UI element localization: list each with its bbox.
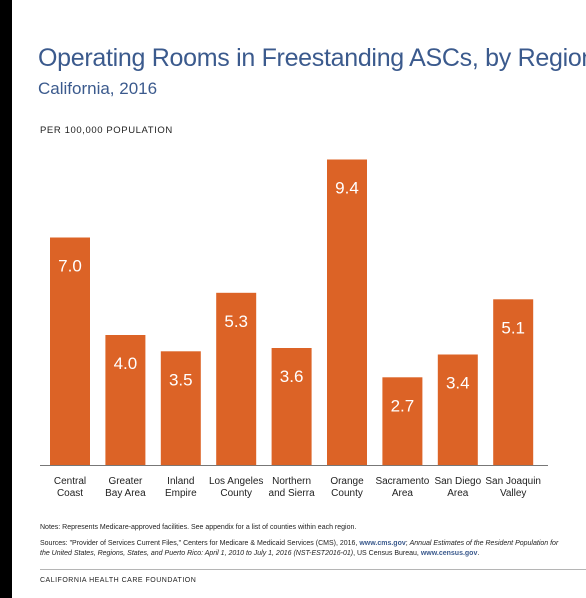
bar-0 bbox=[50, 237, 90, 465]
census-link[interactable]: www.census.gov bbox=[420, 550, 478, 557]
x-tick-label-6-line-1: Area bbox=[392, 488, 414, 499]
x-tick-label-1-line-1: Bay Area bbox=[105, 488, 146, 499]
y-axis-label: PER 100,000 POPULATION bbox=[40, 125, 173, 136]
x-tick-label-1-line-0: Greater bbox=[108, 476, 143, 487]
sources-italic-title: Annual Estimates of the Resident Populat… bbox=[40, 540, 559, 557]
bar-value-label-4: 3.6 bbox=[280, 367, 304, 386]
x-tick-label-8-line-1: Valley bbox=[500, 488, 527, 499]
bar-1 bbox=[105, 335, 146, 465]
x-tick-label-5-line-0: Orange bbox=[330, 476, 364, 487]
footer-text: CALIFORNIA HEALTH CARE FOUNDATION bbox=[40, 577, 197, 584]
x-tick-label-4-line-0: Northern bbox=[272, 476, 311, 487]
bar-8 bbox=[493, 299, 534, 466]
x-tick-label-2-line-0: Inland bbox=[167, 476, 194, 487]
notes-text: Notes: Represents Medicare-approved faci… bbox=[40, 524, 357, 531]
bar-value-label-7: 3.4 bbox=[446, 374, 470, 393]
bar-value-label-5: 9.4 bbox=[335, 179, 359, 198]
bar-value-label-3: 5.3 bbox=[224, 312, 248, 331]
sources-text-1: Sources: "Provider of Services Current F… bbox=[40, 540, 360, 547]
sources-text-2: ; bbox=[405, 540, 410, 547]
cms-link[interactable]: www.cms.gov bbox=[359, 540, 406, 547]
x-tick-label-4-line-1: and Sierra bbox=[269, 488, 316, 499]
x-tick-label-3-line-1: County bbox=[220, 488, 252, 499]
x-tick-label-2-line-1: Empire bbox=[165, 488, 197, 499]
x-tick-label-5-line-1: County bbox=[331, 488, 363, 499]
x-tick-label-7-line-1: Area bbox=[447, 488, 469, 499]
bar-3 bbox=[216, 292, 257, 466]
chart-subtitle: California, 2016 bbox=[38, 79, 158, 98]
bar-2 bbox=[160, 351, 201, 466]
bar-7 bbox=[437, 354, 478, 465]
x-tick-label-3-line-0: Los Angeles bbox=[209, 476, 264, 487]
left-border bbox=[0, 0, 12, 598]
bar-value-label-1: 4.0 bbox=[114, 354, 138, 373]
x-tick-label-0-line-0: Central bbox=[54, 476, 86, 487]
bar-value-label-2: 3.5 bbox=[169, 370, 193, 389]
x-tick-label-8-line-0: San Joaquin bbox=[485, 476, 541, 487]
bar-value-label-8: 5.1 bbox=[501, 318, 525, 337]
sources-text-3: , US Census Bureau, bbox=[353, 550, 421, 557]
bar-value-label-0: 7.0 bbox=[58, 257, 82, 276]
x-tick-label-0-line-1: Coast bbox=[57, 488, 83, 499]
chart-title: Operating Rooms in Freestanding ASCs, by… bbox=[38, 44, 586, 72]
sources-text: Sources: "Provider of Services Current F… bbox=[40, 539, 560, 559]
sources-text-4: . bbox=[477, 550, 480, 557]
x-tick-label-6-line-0: Sacramento bbox=[375, 476, 429, 487]
x-tick-label-7-line-0: San Diego bbox=[434, 476, 481, 487]
bar-value-label-6: 2.7 bbox=[391, 396, 415, 415]
footer-divider bbox=[40, 569, 586, 570]
bar-4 bbox=[271, 348, 312, 465]
bar-6 bbox=[382, 377, 423, 466]
bar-5 bbox=[327, 159, 367, 465]
